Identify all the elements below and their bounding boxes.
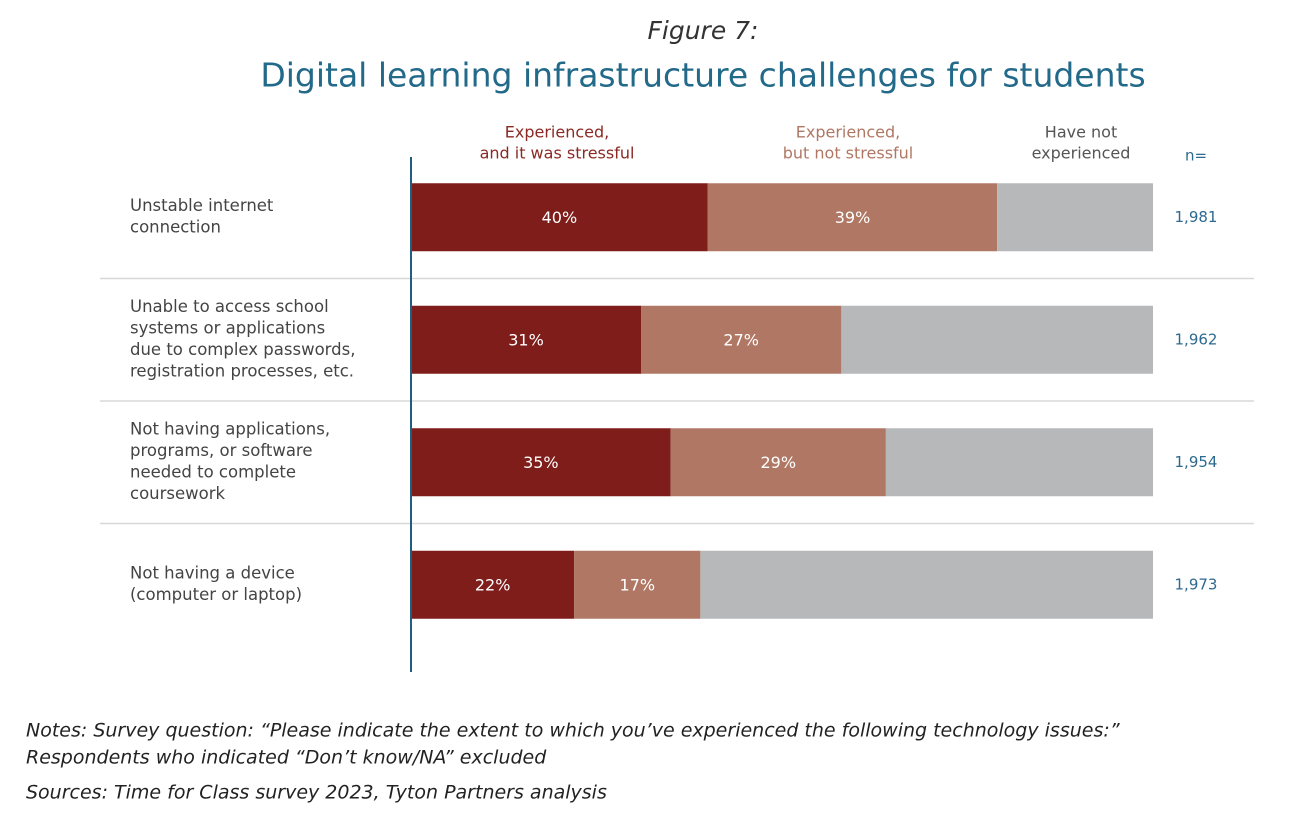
bar-segment [707, 183, 998, 252]
category-label: due to complex passwords, [130, 340, 355, 359]
n-value: 1,962 [1175, 330, 1218, 348]
category-label: Not having applications, [130, 420, 330, 439]
legend-label: and it was stressful [480, 144, 635, 163]
n-value: 1,981 [1175, 208, 1218, 226]
legend-label: Have not [1045, 123, 1117, 142]
bar-segment [411, 305, 642, 374]
sources: Sources: Time for Class survey 2023, Tyt… [26, 782, 607, 804]
figure-label: Figure 7: [648, 16, 759, 45]
category-label: coursework [130, 484, 226, 503]
category-label: Not having a device [130, 564, 295, 583]
category-label: systems or applications [130, 319, 325, 338]
bar-segment [641, 305, 842, 374]
bar-segment [997, 183, 1153, 252]
legend-label: Experienced, [505, 123, 609, 142]
value-label: 39% [835, 208, 871, 227]
legend-label: but not stressful [783, 144, 914, 163]
value-label: 22% [475, 575, 511, 594]
legend-label: experienced [1032, 144, 1131, 163]
legend-label: Experienced, [796, 123, 900, 142]
bar-segment [574, 550, 701, 619]
bar-segment [411, 428, 671, 497]
bar-segment [411, 183, 708, 252]
chart-title: Digital learning infrastructure challeng… [260, 56, 1145, 95]
n-header: n= [1185, 147, 1207, 165]
category-label: programs, or software [130, 441, 313, 460]
value-label: 40% [542, 208, 578, 227]
note: Respondents who indicated “Don’t know/NA… [26, 747, 547, 769]
value-label: 31% [508, 330, 544, 349]
value-label: 29% [761, 453, 797, 472]
bar-segment [411, 550, 575, 619]
value-label: 27% [723, 330, 759, 349]
value-label: 35% [523, 453, 559, 472]
bar-segment [700, 550, 1153, 619]
bar-segment [670, 428, 886, 497]
category-label: connection [130, 218, 221, 237]
bar-segment [841, 305, 1153, 374]
n-value: 1,973 [1175, 575, 1218, 593]
category-label: Unstable internet [130, 196, 274, 215]
category-label: registration processes, etc. [130, 362, 354, 381]
category-label: (computer or laptop) [130, 585, 302, 604]
category-label: needed to complete [130, 463, 296, 482]
n-value: 1,954 [1175, 453, 1218, 471]
category-label: Unable to access school [130, 297, 329, 316]
value-label: 17% [620, 575, 656, 594]
note: Notes: Survey question: “Please indicate… [26, 720, 1120, 742]
bar-segment [885, 428, 1153, 497]
